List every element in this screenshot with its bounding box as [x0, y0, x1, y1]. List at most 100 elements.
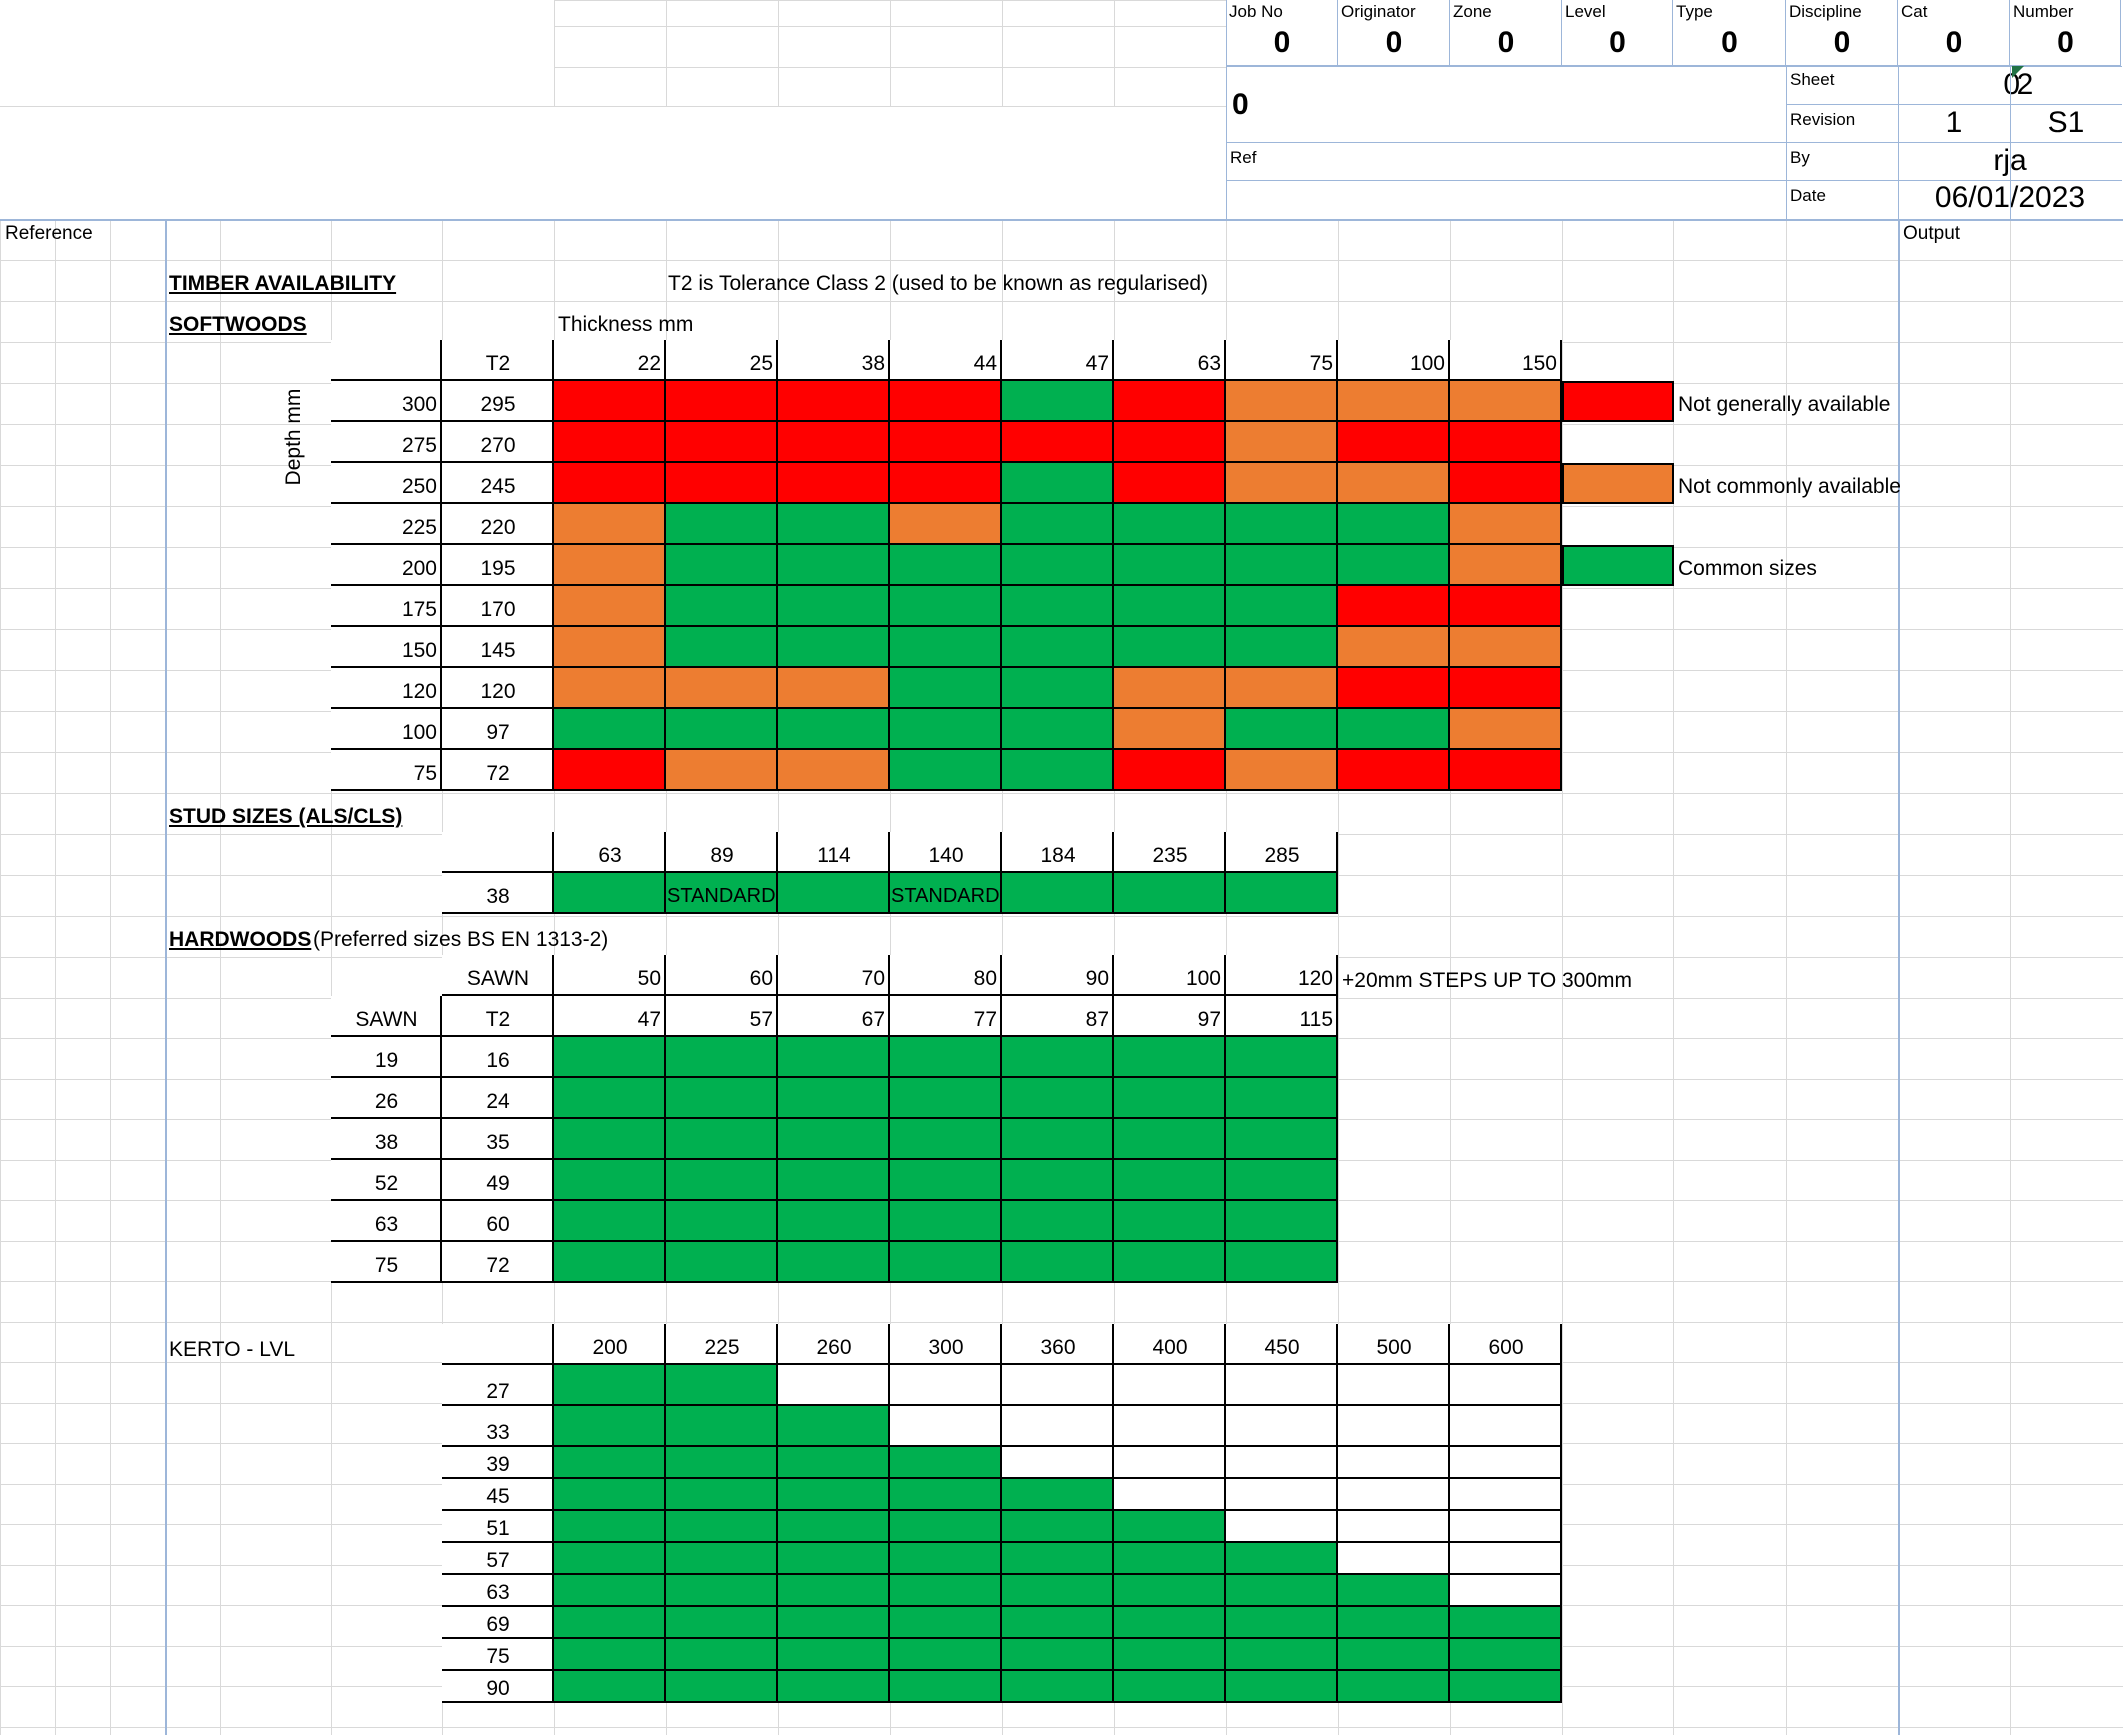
gridline-vertical [554, 0, 555, 106]
title-field-box [1673, 0, 1786, 66]
depth-cell [331, 668, 442, 709]
sawn-thickness: 63 [374, 1213, 399, 1236]
kerto-depth: 400 [1152, 1336, 1188, 1359]
availability-cell [1338, 1511, 1450, 1543]
stud-width: 63 [598, 844, 622, 867]
t2-width-cell [666, 996, 778, 1037]
sawn-thickness-cell [331, 1160, 442, 1201]
sheet-label: Sheet [1790, 70, 1835, 89]
availability-cell [890, 1639, 1002, 1671]
availability-cell [890, 1543, 1002, 1575]
availability-cell [890, 1447, 1002, 1479]
availability-cell [666, 1479, 778, 1511]
title-field-label: Level [1565, 2, 1606, 21]
availability-cell [1338, 545, 1450, 586]
availability-cell [666, 750, 778, 791]
stud-width: 140 [928, 844, 964, 867]
availability-cell [1226, 1639, 1338, 1671]
availability-cell [1002, 1201, 1114, 1242]
availability-cell [890, 504, 1002, 545]
t2-width: 57 [749, 1008, 773, 1031]
kerto-depth-cell [554, 1324, 666, 1365]
availability-cell [1450, 1671, 1562, 1703]
availability-cell [666, 1639, 778, 1671]
kerto-depth: 450 [1264, 1336, 1300, 1359]
gridline-vertical [55, 219, 56, 1735]
gridline-vertical [1562, 219, 1563, 1735]
thickness-header-cell [1226, 340, 1338, 381]
availability-cell [778, 873, 890, 914]
t2-width: 77 [973, 1008, 997, 1031]
comment-indicator [2012, 66, 2024, 78]
standard-label: STANDARD [891, 885, 1000, 907]
availability-cell [1338, 627, 1450, 668]
kerto-thickness-cell [442, 1511, 554, 1543]
t2-width: 97 [1197, 1008, 1221, 1031]
availability-cell [1338, 709, 1450, 750]
availability-cell [554, 1242, 666, 1283]
title-field-label: Zone [1453, 2, 1492, 21]
availability-cell [1450, 1365, 1562, 1406]
gridline-vertical [110, 219, 111, 1735]
t2-value: 170 [480, 598, 516, 621]
depth-cell [331, 381, 442, 422]
title-line [1226, 66, 2122, 67]
t2-thickness: 49 [486, 1172, 510, 1195]
sawn-width: 60 [749, 967, 773, 990]
kerto-depth-cell [1114, 1324, 1226, 1365]
availability-cell [666, 1078, 778, 1119]
stud-width: 285 [1264, 844, 1300, 867]
title-line [1786, 66, 1787, 219]
availability-cell [666, 422, 778, 463]
availability-cell [1114, 1543, 1226, 1575]
kerto-thickness-cell [442, 1365, 554, 1406]
depth-label: Depth mm [282, 388, 305, 486]
availability-cell [1114, 1671, 1226, 1703]
t2-value: 295 [480, 393, 516, 416]
availability-cell [1114, 750, 1226, 791]
availability-cell [1338, 422, 1450, 463]
thickness-header-cell [890, 340, 1002, 381]
kerto-thickness-cell [442, 1479, 554, 1511]
sawn-thickness: 52 [374, 1172, 399, 1195]
t2-value: 245 [480, 475, 516, 498]
stud-width-cell [890, 832, 1002, 873]
availability-cell [666, 1447, 778, 1479]
availability-cell [1450, 1543, 1562, 1575]
depth-cell [331, 586, 442, 627]
sawn-width: 80 [973, 967, 997, 990]
availability-cell [890, 1160, 1002, 1201]
t2-cell [442, 750, 554, 791]
t2-header: T2 [485, 352, 511, 375]
availability-cell [1002, 1119, 1114, 1160]
sawn-width-cell [1002, 955, 1114, 996]
availability-cell [890, 1201, 1002, 1242]
thickness-header-cell [666, 340, 778, 381]
t2-width-cell [1002, 996, 1114, 1037]
thickness-value: 75 [1309, 352, 1333, 375]
title-line [1226, 142, 2122, 143]
availability-cell [890, 545, 1002, 586]
availability-cell [1338, 1365, 1450, 1406]
availability-cell [778, 709, 890, 750]
availability-cell [1002, 627, 1114, 668]
title-field-value: 0 [2057, 26, 2074, 59]
availability-cell [1002, 504, 1114, 545]
stud-width: 89 [710, 844, 734, 867]
availability-cell [666, 1575, 778, 1607]
availability-cell [554, 463, 666, 504]
gridline-horizontal [0, 106, 554, 107]
sawn-width-cell [778, 955, 890, 996]
availability-cell [1226, 1543, 1338, 1575]
availability-cell [778, 1365, 890, 1406]
availability-cell [1114, 1406, 1226, 1447]
t2-cell [442, 381, 554, 422]
availability-cell [1226, 586, 1338, 627]
t2-width-cell [1114, 996, 1226, 1037]
availability-cell [1450, 504, 1562, 545]
availability-cell [1002, 750, 1114, 791]
stud-width: 114 [817, 844, 851, 867]
availability-cell [1002, 1365, 1114, 1406]
availability-cell [1450, 1447, 1562, 1479]
